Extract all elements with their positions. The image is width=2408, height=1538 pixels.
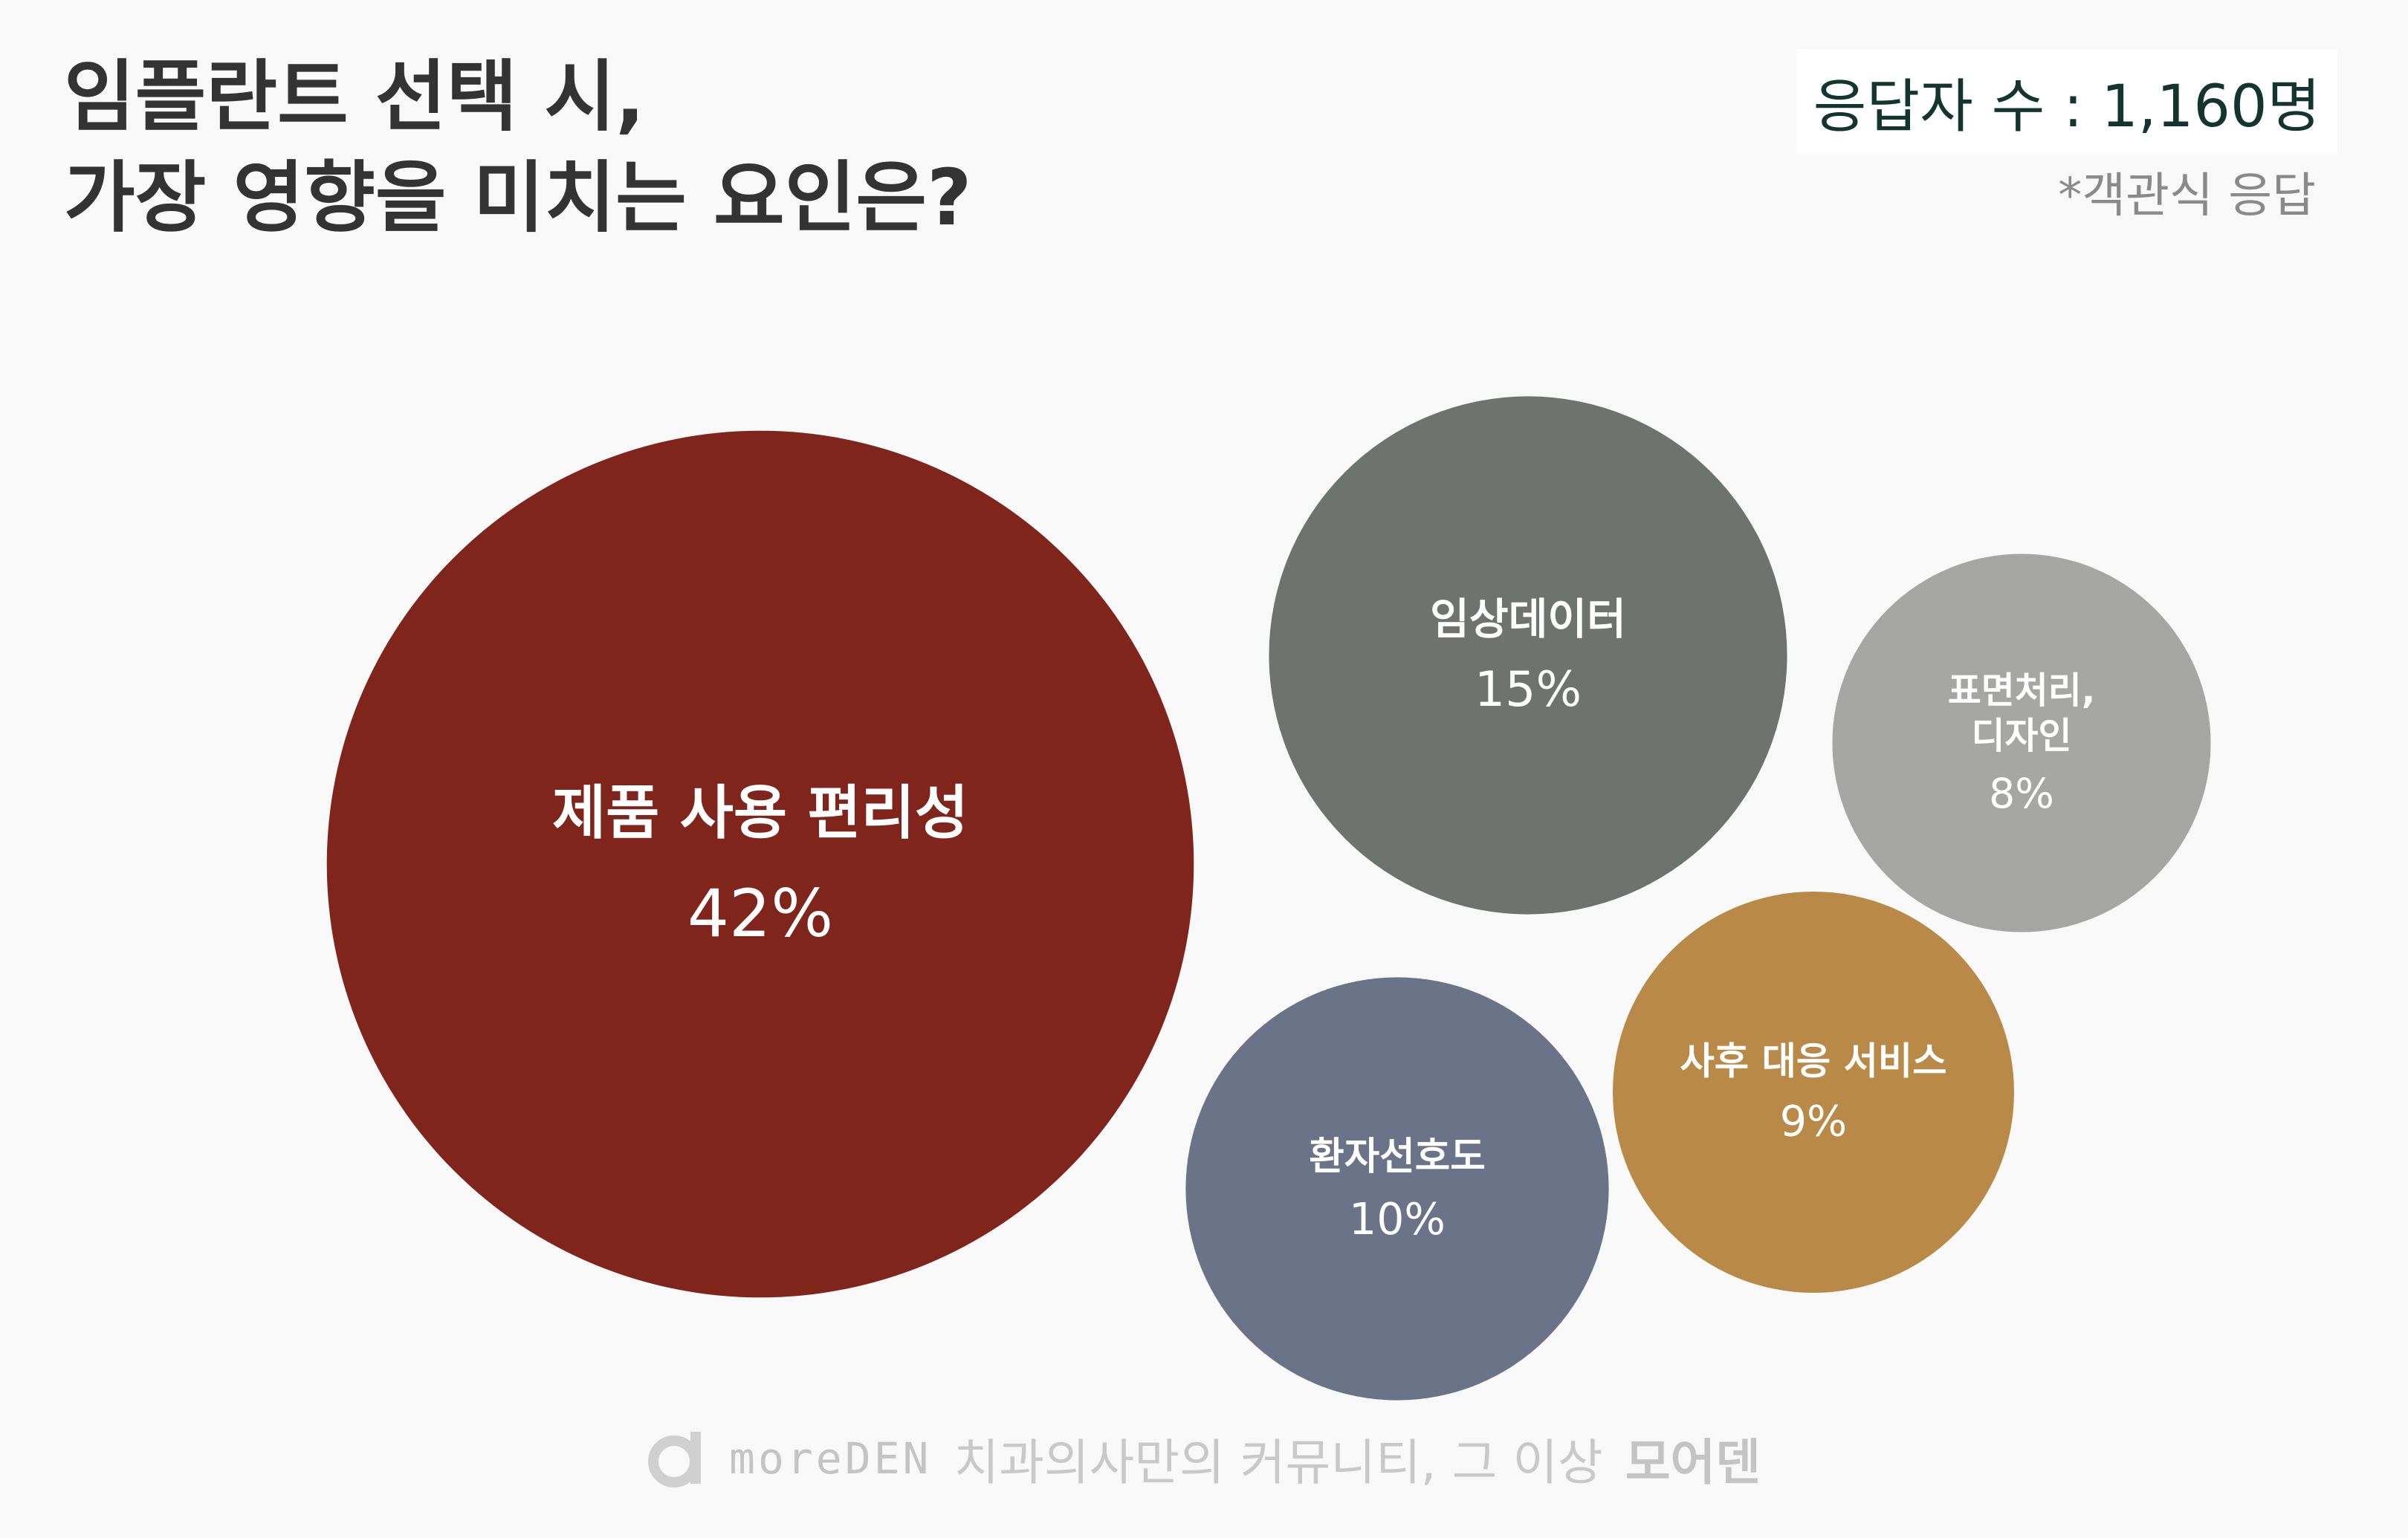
value-label: 15% bbox=[1474, 661, 1582, 718]
bubble bbox=[326, 430, 1194, 1298]
bubble-label: 임상데이터 15% bbox=[1430, 593, 1626, 718]
bubble bbox=[1185, 977, 1609, 1401]
value-label: 42% bbox=[687, 875, 834, 953]
chart-title: 임플란트 선택 시, 가장 영향을 미치는 요인은? bbox=[64, 51, 972, 243]
bubble-label: 제품 사용 편리성 42% bbox=[552, 776, 968, 952]
respondents: 응답자 수 : 1,160명 bbox=[1796, 49, 2337, 154]
note: *객관식 응답 bbox=[2058, 169, 2316, 224]
category-label: 환자선호도 bbox=[1309, 1135, 1486, 1180]
value-label: 9% bbox=[1779, 1097, 1848, 1146]
category-label: 사후 대응 서비스 bbox=[1680, 1039, 1947, 1083]
category-label: 제품 사용 편리성 bbox=[551, 778, 969, 847]
category-label: 표면처리, 디자인 bbox=[1947, 669, 2096, 758]
footer-tagline: 치과의사만의 커뮤니티, 그 이상 bbox=[954, 1434, 1603, 1491]
footer-name: 모어덴 bbox=[1625, 1434, 1761, 1491]
bubble-label: 환자선호도 10% bbox=[1309, 1133, 1485, 1245]
value-label: 8% bbox=[1989, 770, 2054, 818]
category-label: 임상데이터 bbox=[1430, 594, 1626, 645]
value-label: 10% bbox=[1349, 1193, 1446, 1245]
footer: moreDEN 치과의사만의 커뮤니티, 그 이상 모어덴 bbox=[0, 1423, 2408, 1494]
bubble bbox=[1613, 892, 2014, 1293]
footer-brand: moreDEN bbox=[729, 1433, 932, 1484]
bubble-label: 사후 대응 서비스 9% bbox=[1680, 1038, 1947, 1146]
logo-icon bbox=[648, 1432, 702, 1487]
bubble-label: 표면처리, 디자인 8% bbox=[1948, 668, 2096, 818]
bubble bbox=[1832, 554, 2211, 932]
bubble bbox=[1269, 396, 1787, 915]
